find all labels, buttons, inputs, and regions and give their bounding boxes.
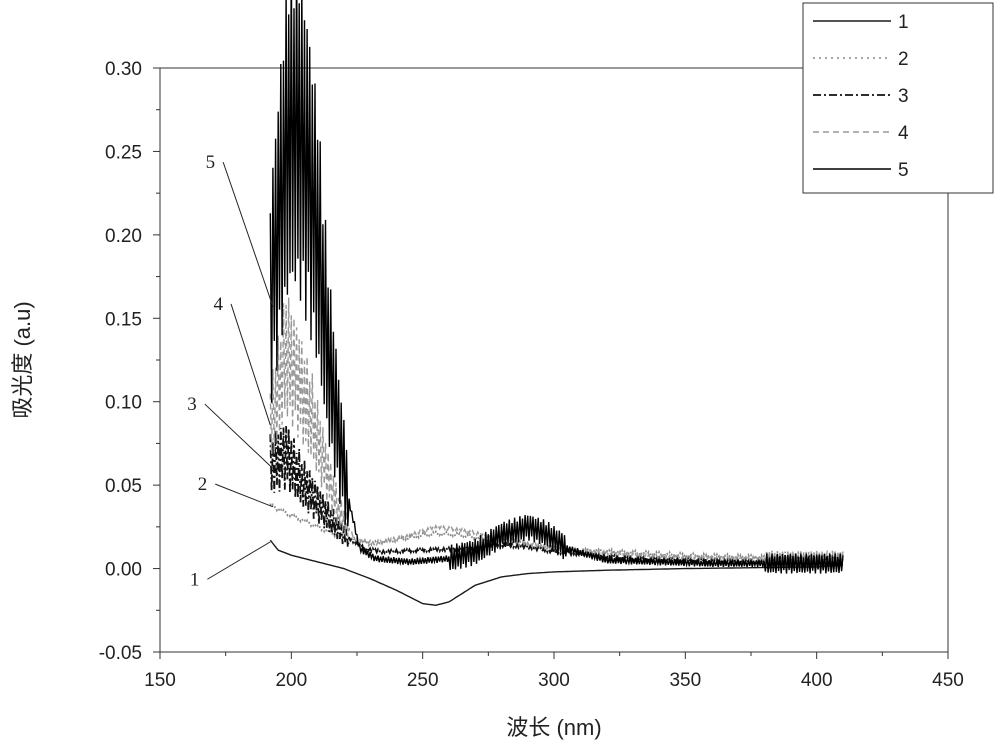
y-tick-label: 0.15: [105, 309, 142, 330]
callout-label: 3: [187, 394, 197, 415]
legend-label: 3: [898, 86, 909, 107]
legend-label: 4: [898, 123, 909, 144]
legend-label: 5: [898, 160, 909, 181]
x-tick-label: 250: [407, 670, 439, 691]
legend-label: 1: [898, 12, 909, 33]
x-tick-label: 200: [275, 670, 307, 691]
callout-label: 4: [214, 294, 224, 315]
x-tick-label: 150: [144, 670, 176, 691]
x-tick-label: 300: [538, 670, 570, 691]
x-tick-label: 350: [669, 670, 701, 691]
callout-label: 2: [198, 474, 208, 495]
y-tick-label: -0.05: [99, 643, 142, 664]
x-axis-title: 波长 (nm): [506, 715, 601, 740]
y-tick-label: 0.25: [105, 142, 142, 163]
legend-label: 2: [898, 49, 909, 70]
y-tick-label: 0.10: [105, 393, 142, 414]
callout-label: 1: [190, 569, 200, 590]
y-axis-title: 吸光度 (a.u): [10, 301, 35, 418]
legend: 1 2 3 4 5: [803, 3, 993, 193]
x-tick-label: 400: [801, 670, 833, 691]
x-tick-label: 450: [932, 670, 964, 691]
y-tick-label: 0.20: [105, 226, 142, 247]
callout-label: 5: [206, 152, 216, 173]
y-tick-label: 0.30: [105, 59, 142, 80]
y-tick-label: 0.00: [105, 560, 142, 581]
y-tick-label: 0.05: [105, 476, 142, 497]
